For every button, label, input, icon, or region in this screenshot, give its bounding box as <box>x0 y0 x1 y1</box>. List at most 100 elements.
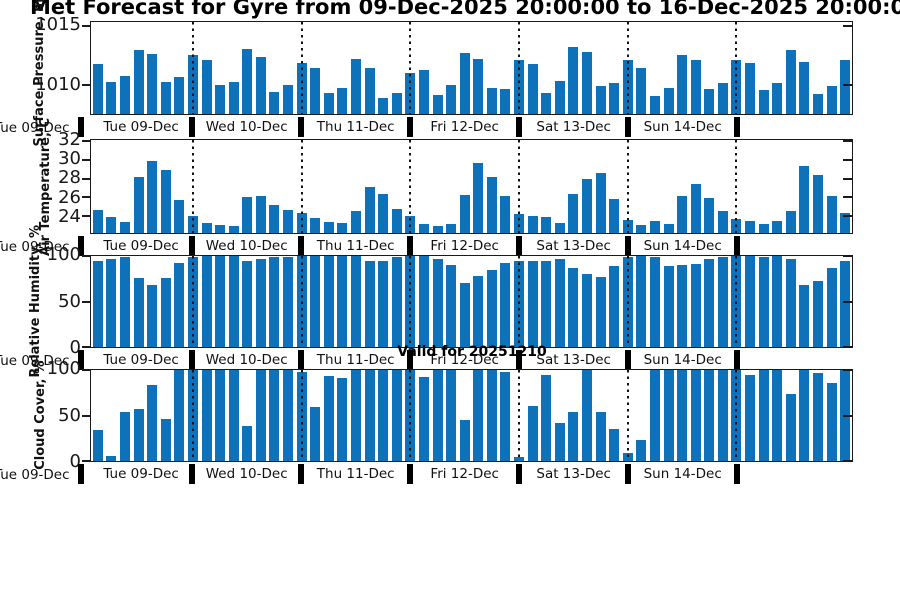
cloud-day-axis: Tue 09-Dec Wed 10-Dec Thu 11-Dec Fri 12-Dec… <box>78 464 853 484</box>
temperature-plot-area <box>82 139 853 234</box>
day-boundary-dotted-line <box>735 22 738 114</box>
bar <box>758 223 769 233</box>
day-divider <box>407 117 414 137</box>
bar <box>310 407 321 461</box>
y-tick-mark-right <box>843 300 852 303</box>
bar <box>473 58 484 114</box>
bar <box>92 210 103 233</box>
bar <box>391 208 402 233</box>
y-tick-label: 50 <box>58 290 81 312</box>
day-divider <box>516 117 523 137</box>
bar <box>785 258 796 347</box>
bar <box>459 52 470 114</box>
y-tick-label: 100 <box>46 358 81 380</box>
bar <box>323 221 334 233</box>
bar <box>350 370 361 461</box>
bar <box>813 93 824 114</box>
bar <box>283 370 294 461</box>
bar <box>106 217 117 233</box>
day-boundary-dotted-line <box>191 256 194 347</box>
day-divider <box>734 236 741 256</box>
day-label: Wed 10-Dec <box>205 466 288 482</box>
pressure-margin-day-label: Tue 09-Dec <box>0 120 70 136</box>
bar <box>337 222 348 233</box>
bar <box>799 166 810 233</box>
bar <box>609 199 620 233</box>
day-boundary-dotted-line <box>409 370 412 461</box>
bar <box>269 256 280 347</box>
day-boundary-dotted-line <box>409 256 412 347</box>
day-boundary-dotted-line <box>518 140 521 233</box>
bar <box>323 256 334 347</box>
bar <box>160 419 171 461</box>
bar <box>568 193 579 233</box>
day-boundary-dotted-line <box>191 370 194 461</box>
bar <box>201 256 212 347</box>
y-tick-mark-left <box>82 158 90 161</box>
bar <box>473 370 484 461</box>
y-tick-mark-left <box>82 83 90 86</box>
bar <box>704 198 715 233</box>
bar <box>704 258 715 347</box>
day-label: Fri 12-Dec <box>430 352 499 368</box>
bar <box>609 83 620 114</box>
day-label: Thu 11-Dec <box>316 466 395 482</box>
bar <box>527 216 538 233</box>
humidity-day-axis: Tue 09-Dec Wed 10-Dec Thu 11-Dec Fri 12-Dec… <box>78 350 853 370</box>
day-label: Tue 09-Dec <box>103 238 179 254</box>
y-tick-mark-right <box>843 139 852 142</box>
bar <box>269 204 280 233</box>
day-divider <box>298 350 305 370</box>
bar <box>717 370 728 461</box>
bar <box>690 184 701 233</box>
y-tick-label: 1015 <box>35 13 81 35</box>
bar <box>568 46 579 114</box>
y-tick-mark-left <box>82 139 90 142</box>
bar <box>636 224 647 233</box>
bar <box>663 223 674 233</box>
bar <box>541 217 552 233</box>
y-tick-mark-right <box>843 196 852 199</box>
bar <box>174 77 185 114</box>
bar <box>106 258 117 347</box>
bar <box>826 196 837 233</box>
y-tick-label: 28 <box>58 167 81 189</box>
valid-for-annotation: Valid for 20251210 <box>397 344 547 360</box>
bar <box>106 455 117 461</box>
bar <box>772 256 783 347</box>
bar <box>486 176 497 233</box>
y-tick-label: 100 <box>46 244 81 266</box>
y-tick-mark-left <box>82 369 90 371</box>
bar <box>717 83 728 114</box>
bar <box>418 70 429 114</box>
bar <box>391 256 402 347</box>
humidity-margin-day-label: Tue 09-Dec <box>0 353 70 369</box>
bar <box>242 197 253 233</box>
bar <box>364 370 375 461</box>
y-tick-label: 26 <box>58 186 81 208</box>
bar <box>160 82 171 114</box>
bar <box>636 68 647 114</box>
cloud-plot-area <box>82 369 853 462</box>
bar <box>350 256 361 347</box>
bar <box>799 285 810 347</box>
pressure-day-axis: Tue 09-Dec Wed 10-Dec Thu 11-Dec Fri 12-Dec… <box>78 117 853 137</box>
bar <box>459 195 470 233</box>
day-label: Thu 11-Dec <box>316 119 395 135</box>
day-label <box>737 117 853 137</box>
day-boundary-dotted-line <box>626 22 629 114</box>
bar <box>636 440 647 461</box>
bar <box>500 263 511 347</box>
bar <box>500 89 511 114</box>
day-label <box>737 350 853 370</box>
y-tick-mark-right <box>843 414 852 417</box>
bar <box>649 256 660 347</box>
day-divider <box>625 117 632 137</box>
bar <box>119 221 130 233</box>
bar <box>418 256 429 347</box>
bar <box>283 256 294 347</box>
bar <box>133 277 144 347</box>
y-tick-label: 1010 <box>35 73 81 95</box>
bar <box>378 193 389 233</box>
